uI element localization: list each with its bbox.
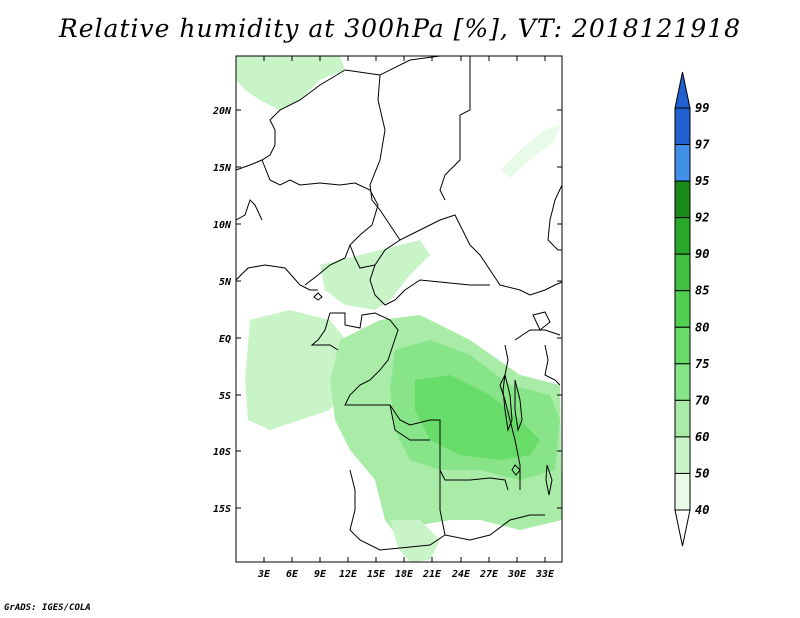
colorbar-level-label: 60 xyxy=(695,430,709,444)
colorbar-swatch xyxy=(674,180,691,219)
colorbar-swatch xyxy=(674,253,691,292)
lon-tick-label: 9E xyxy=(314,569,327,580)
grads-credit: GrADS: IGES/COLA xyxy=(4,603,91,613)
humidity-patch-north xyxy=(236,56,345,110)
colorbar-swatch xyxy=(674,436,691,474)
country-borders xyxy=(235,55,563,551)
colorbar-bottom-arrow xyxy=(674,509,691,547)
colorbar-level-label: 70 xyxy=(695,393,709,407)
lat-tick-label: EQ xyxy=(219,334,231,345)
lon-tick-label: 18E xyxy=(395,569,414,580)
lat-tick-label: 10N xyxy=(213,220,232,231)
lat-tick-label: 5N xyxy=(219,277,232,288)
longitude-axis: 3E 6E 9E 12E 15E 18E 21E 24E 27E 30E 33E xyxy=(257,56,555,580)
colorbar-swatch xyxy=(674,326,691,365)
lat-tick-label: 20N xyxy=(212,106,232,117)
humidity-patch-west xyxy=(245,310,350,430)
colorbar-legend: 99 97 95 92 90 85 80 75 70 60 50 40 xyxy=(674,71,710,547)
colorbar-level-label: 95 xyxy=(695,174,709,188)
colorbar-level-label: 99 xyxy=(695,101,709,115)
humidity-patch-south xyxy=(390,520,440,562)
lon-tick-label: 30E xyxy=(507,569,527,580)
colorbar-level-label: 85 xyxy=(695,284,709,298)
lon-tick-label: 21E xyxy=(422,569,442,580)
lat-tick-label: 15S xyxy=(213,504,231,515)
lon-tick-label: 6E xyxy=(286,569,299,580)
colorbar-swatch xyxy=(674,363,691,401)
colorbar-level-label: 40 xyxy=(695,503,709,517)
colorbar-swatch xyxy=(674,144,691,182)
colorbar-level-label: 75 xyxy=(695,357,709,371)
map-frame xyxy=(235,55,563,563)
latitude-axis: 20N 15N 10N 5N EQ 5S 10S 15S xyxy=(212,106,562,515)
lon-tick-label: 24E xyxy=(451,569,471,580)
lat-tick-label: 15N xyxy=(213,163,232,174)
colorbar-level-label: 90 xyxy=(695,247,709,261)
lon-tick-label: 3E xyxy=(257,569,271,580)
colorbar-swatch xyxy=(674,472,691,511)
colorbar-top-arrow xyxy=(674,71,691,109)
lon-tick-label: 12E xyxy=(339,569,358,580)
colorbar-swatch xyxy=(674,399,691,438)
colorbar-level-label: 92 xyxy=(695,211,709,225)
colorbar-swatch xyxy=(674,107,691,146)
colorbar-level-label: 80 xyxy=(695,320,709,334)
lon-tick-label: 27E xyxy=(479,569,499,580)
colorbar-swatch xyxy=(674,290,691,328)
lakes xyxy=(313,292,553,496)
colorbar-swatch xyxy=(674,217,691,255)
chart-title: Relative humidity at 300hPa [%], VT: 201… xyxy=(58,14,742,43)
humidity-band-main-core xyxy=(415,375,540,460)
lat-tick-label: 5S xyxy=(219,391,231,402)
humidity-patch-northeast xyxy=(500,125,560,178)
lon-tick-label: 33E xyxy=(535,569,555,580)
humidity-patch-central xyxy=(320,240,430,310)
colorbar-level-label: 50 xyxy=(695,466,709,480)
humidity-shading xyxy=(236,56,562,562)
lon-tick-label: 15E xyxy=(367,569,386,580)
colorbar-level-label: 97 xyxy=(695,138,710,152)
lat-tick-label: 10S xyxy=(213,447,231,458)
